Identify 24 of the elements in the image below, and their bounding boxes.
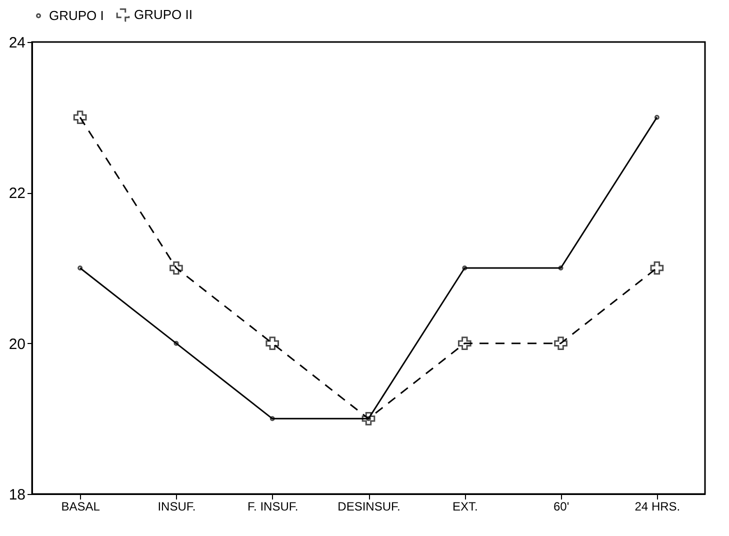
point (462, 266, 468, 270)
point (362, 412, 376, 426)
point (174, 340, 179, 346)
point (270, 416, 275, 422)
point (266, 336, 280, 350)
y-tick-label: 22 (8, 185, 26, 202)
x-tick-label: DESINSUF. (338, 500, 400, 514)
y-tick-label: 24 (8, 34, 26, 52)
point (170, 261, 183, 275)
legend-label: GRUPO II (134, 7, 193, 22)
x-tick-label: BASAL (61, 500, 100, 514)
point (554, 336, 568, 350)
x-tick-label: 60' (553, 500, 570, 514)
point (558, 266, 564, 270)
y-tick-label: 18 (8, 486, 26, 504)
point (73, 110, 87, 124)
x-tick-label: INSUF. (158, 500, 196, 514)
x-tick-label: EXT. (452, 500, 478, 514)
x-tick-label: F. INSUF. (248, 500, 298, 514)
point (458, 336, 472, 350)
y-tick-label: 20 (8, 336, 26, 353)
point (650, 261, 664, 275)
legend-label: GRUPO I (49, 8, 104, 23)
x-tick-label: 24 HRS. (634, 500, 680, 514)
